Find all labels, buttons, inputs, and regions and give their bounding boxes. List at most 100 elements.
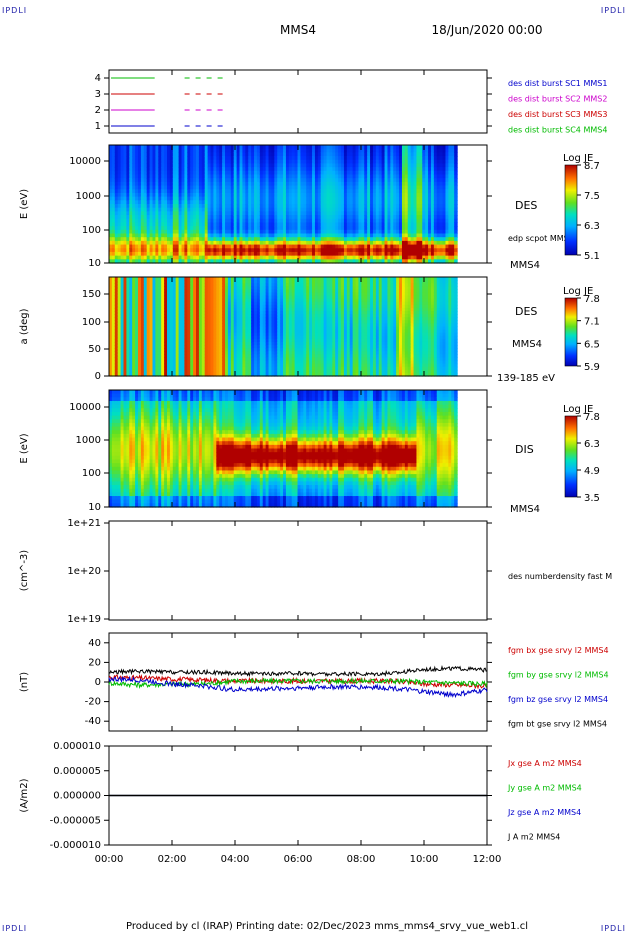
spectrogram-cell: [201, 145, 206, 150]
spectrogram-cell: [193, 215, 197, 220]
spectrogram-cell: [430, 229, 435, 235]
spectrogram-cell: [326, 163, 331, 168]
spectrogram-cell: [283, 248, 287, 253]
spectrogram-cell: [109, 233, 113, 238]
spectrogram-cell: [303, 196, 307, 201]
spectrogram-cell: [390, 163, 394, 168]
spectrogram-cell: [404, 181, 409, 187]
spectrogram-cell: [175, 351, 180, 355]
spectrogram-cell: [138, 226, 142, 231]
spectrogram-cell: [152, 248, 157, 253]
spectrogram-cell: [288, 178, 293, 183]
spectrogram-cell: [268, 159, 273, 165]
spectrogram-cell: [164, 255, 168, 260]
spectrogram-cell: [184, 277, 188, 281]
spectrogram-cell: [161, 317, 165, 321]
spectrogram-cell: [358, 170, 362, 176]
spectrogram-cell: [317, 211, 322, 216]
spectrogram-cell: [198, 163, 203, 168]
spectrogram-cell: [399, 185, 403, 190]
spectrogram-cell: [230, 196, 235, 201]
spectrogram-cell: [117, 248, 122, 253]
spectrogram-cell: [399, 200, 403, 205]
spectrogram-cell: [149, 320, 154, 325]
spectrogram-cell: [140, 145, 145, 150]
spectrogram-cell: [288, 211, 293, 216]
spectrogram-cell: [384, 152, 389, 157]
spectrogram-cell: [117, 222, 122, 227]
spectrogram-cell: [451, 148, 455, 153]
spectrogram-cell: [372, 229, 377, 235]
spectrogram-cell: [207, 167, 212, 172]
spectrogram-cell: [343, 248, 348, 253]
spectrogram-cell: [149, 301, 154, 306]
spectrogram-cell: [271, 215, 275, 220]
spectrogram-cell: [164, 366, 168, 371]
spectrogram-cell: [117, 185, 122, 190]
spectrogram-cell: [161, 215, 165, 220]
spectrogram-cell: [323, 156, 328, 161]
spectrogram-cell: [167, 211, 171, 216]
spectrogram-cell: [428, 196, 432, 201]
spectrogram-cell: [254, 215, 258, 220]
spectrogram-cell: [198, 204, 203, 209]
spectrogram-cell: [297, 244, 302, 249]
spectrogram-cell: [225, 229, 229, 235]
spectrogram-cell: [230, 229, 235, 235]
spectrogram-cell: [193, 283, 197, 287]
spectrogram-cell: [175, 226, 180, 231]
spectrogram-cell: [135, 226, 139, 231]
spectrogram-cell: [425, 185, 429, 190]
spectrogram-cell: [155, 372, 159, 377]
spectrogram-cell: [167, 174, 171, 179]
spectrogram-cell: [259, 185, 264, 190]
spectrogram-cell: [387, 196, 391, 201]
spectrogram-cell: [164, 181, 168, 187]
spectrogram-cell: [129, 148, 133, 153]
spectrogram-cell: [140, 229, 145, 235]
spectrogram-cell: [146, 348, 151, 352]
spectrogram-cell: [120, 163, 125, 168]
spectrogram-cell: [387, 244, 391, 249]
spectrogram-cell: [172, 298, 177, 303]
spectrogram-cell: [216, 159, 220, 165]
spectrogram-cell: [410, 259, 415, 264]
spectrogram-cell: [367, 244, 371, 249]
spectrogram-cell: [184, 192, 188, 198]
spectrogram-cell: [126, 326, 130, 331]
spectrogram-cell: [178, 174, 183, 179]
spectrogram-cell: [416, 211, 420, 216]
spectrogram-cell: [196, 304, 200, 309]
spectrogram-cell: [338, 167, 342, 172]
spectrogram-cell: [239, 240, 244, 246]
spectrogram-cell: [375, 222, 380, 227]
spectrogram-cell: [419, 255, 423, 260]
spectrogram-cell: [251, 240, 255, 246]
spectrogram-cell: [256, 170, 261, 176]
spectrogram-cell: [448, 251, 452, 257]
spectrogram-cell: [155, 292, 159, 297]
spectrogram-cell: [251, 237, 255, 242]
spectrogram-cell: [401, 200, 406, 205]
spectrogram-cell: [138, 323, 142, 328]
spectrogram-cell: [114, 259, 119, 264]
spectrogram-cell: [140, 366, 145, 371]
spectrogram-cell: [201, 351, 206, 355]
spectrogram-cell: [184, 357, 188, 362]
spectrogram-cell: [196, 185, 200, 190]
spectrogram-cell: [120, 255, 125, 260]
spectrogram-cell: [230, 207, 235, 212]
spectrogram-cell: [193, 192, 197, 198]
spectrogram-cell: [396, 196, 400, 201]
spectrogram-cell: [323, 145, 328, 150]
spectrogram-cell: [251, 211, 255, 216]
spectrogram-cell: [161, 357, 165, 362]
spectrogram-cell: [254, 185, 258, 190]
spectrogram-cell: [317, 229, 322, 235]
spectrogram-cell: [422, 181, 426, 187]
spectrogram-cell: [117, 233, 122, 238]
spectrogram-cell: [210, 244, 215, 249]
spectrogram-cell: [114, 372, 119, 377]
spectrogram-cell: [303, 237, 307, 242]
spectrogram-cell: [193, 372, 197, 377]
